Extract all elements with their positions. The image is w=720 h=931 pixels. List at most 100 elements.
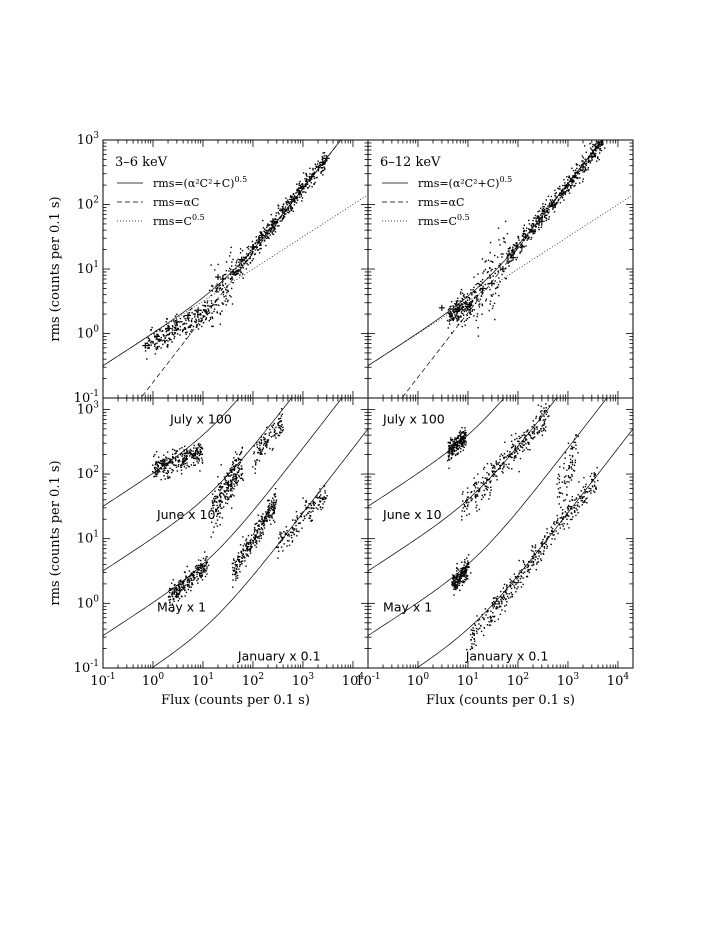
- data-point: [459, 451, 462, 453]
- data-point: [165, 335, 167, 337]
- data-point: [211, 325, 213, 327]
- data-point: [148, 340, 151, 342]
- data-point: [585, 163, 587, 166]
- scatter-points: [446, 403, 599, 651]
- mean-marker: [184, 312, 191, 319]
- data-point: [184, 457, 187, 460]
- data-point: [272, 505, 275, 507]
- data-point: [531, 226, 533, 228]
- data-point: [500, 590, 502, 593]
- data-point: [285, 213, 287, 215]
- data-point: [151, 326, 153, 329]
- data-point: [575, 171, 577, 173]
- data-point: [250, 538, 252, 541]
- data-point: [260, 442, 262, 445]
- data-point: [235, 268, 237, 270]
- data-point: [460, 572, 463, 575]
- data-point: [171, 468, 173, 471]
- data-point: [463, 439, 465, 441]
- data-point: [214, 290, 217, 293]
- data-point: [459, 442, 461, 445]
- data-point: [244, 557, 246, 559]
- data-point: [307, 187, 310, 189]
- data-point: [572, 179, 574, 181]
- data-point: [188, 576, 191, 578]
- data-point: [469, 298, 471, 300]
- data-point: [461, 305, 464, 308]
- data-point: [559, 202, 562, 204]
- data-point: [196, 456, 199, 458]
- data-point: [155, 467, 158, 469]
- data-point: [273, 499, 275, 501]
- data-point: [523, 563, 526, 566]
- data-point: [254, 535, 256, 537]
- data-point: [453, 443, 455, 446]
- data-point: [486, 488, 488, 491]
- data-point: [528, 223, 531, 225]
- data-point: [185, 591, 188, 594]
- data-point: [456, 453, 458, 455]
- data-point: [236, 484, 238, 486]
- data-point: [222, 506, 225, 508]
- data-point: [578, 170, 580, 172]
- data-point: [205, 309, 208, 311]
- data-point: [281, 211, 284, 213]
- data-point: [509, 253, 511, 255]
- data-point: [178, 593, 180, 596]
- data-point: [463, 309, 465, 311]
- data-point: [522, 227, 525, 229]
- data-point: [520, 436, 522, 439]
- data-point: [184, 462, 187, 465]
- axis-ticks: [102, 398, 369, 669]
- data-point: [457, 323, 459, 326]
- data-point: [526, 227, 528, 229]
- data-point: [174, 327, 176, 329]
- data-point: [267, 236, 269, 239]
- data-point: [310, 507, 313, 510]
- data-point: [496, 595, 499, 598]
- data-point: [195, 447, 197, 449]
- data-point: [510, 591, 512, 594]
- data-point: [293, 528, 296, 530]
- data-point: [234, 573, 237, 575]
- data-point: [281, 430, 284, 432]
- data-point: [276, 225, 279, 227]
- data-point: [283, 543, 285, 545]
- data-point: [323, 166, 325, 168]
- data-point: [527, 429, 529, 431]
- data-point: [147, 346, 150, 348]
- data-point: [182, 323, 184, 326]
- data-point: [491, 602, 493, 604]
- data-point: [164, 462, 166, 464]
- data-point: [472, 289, 474, 291]
- data-point: [522, 560, 524, 562]
- data-point: [296, 183, 298, 185]
- data-point: [200, 572, 203, 575]
- data-point: [461, 443, 463, 445]
- data-point: [189, 452, 191, 454]
- data-point: [574, 504, 576, 507]
- data-point: [466, 487, 469, 489]
- data-point: [273, 507, 276, 510]
- data-point: [247, 555, 250, 557]
- data-point: [595, 152, 597, 155]
- data-point: [604, 147, 606, 149]
- data-point: [457, 452, 460, 454]
- data-point: [215, 495, 217, 497]
- data-point: [265, 442, 267, 445]
- data-point: [224, 273, 227, 276]
- data-point: [296, 196, 298, 199]
- data-point: [451, 313, 454, 315]
- data-point: [236, 481, 239, 484]
- data-point: [571, 460, 574, 462]
- data-point: [484, 268, 487, 271]
- data-point: [204, 318, 207, 321]
- data-point: [168, 595, 170, 598]
- data-point: [210, 536, 212, 538]
- data-point: [455, 439, 457, 441]
- legend-label-dashed: rms=αC: [418, 196, 464, 209]
- data-point: [473, 286, 475, 289]
- data-point: [455, 304, 457, 306]
- data-point: [222, 494, 225, 496]
- data-point: [481, 613, 483, 616]
